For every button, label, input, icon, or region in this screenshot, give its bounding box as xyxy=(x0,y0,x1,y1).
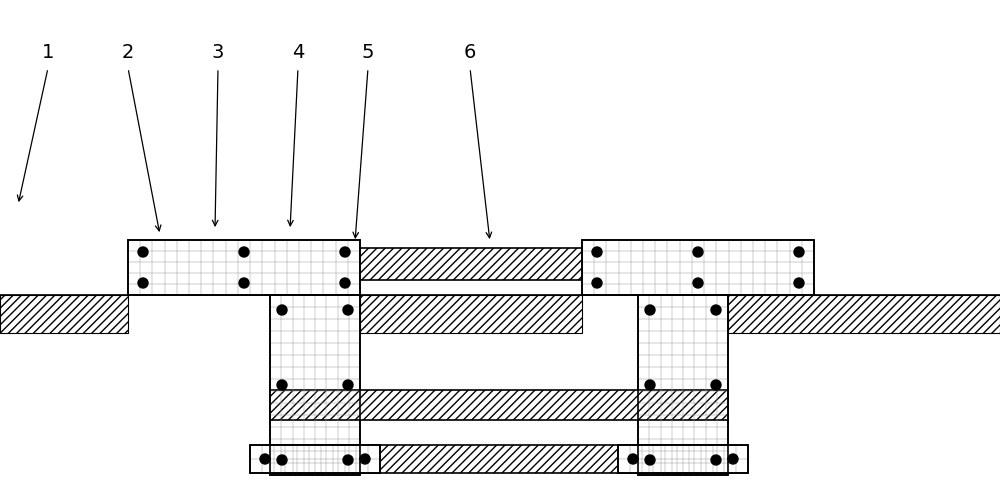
Circle shape xyxy=(628,454,638,464)
Circle shape xyxy=(592,247,602,257)
Bar xyxy=(250,445,380,473)
Bar xyxy=(250,445,380,473)
Bar xyxy=(128,240,360,295)
Bar xyxy=(270,445,728,473)
Bar xyxy=(270,295,360,475)
Circle shape xyxy=(645,455,655,465)
Circle shape xyxy=(711,455,721,465)
Circle shape xyxy=(360,454,370,464)
Text: 4: 4 xyxy=(292,42,304,61)
Circle shape xyxy=(711,305,721,315)
Circle shape xyxy=(794,247,804,257)
Bar xyxy=(270,390,728,420)
Bar xyxy=(360,248,582,280)
Text: 6: 6 xyxy=(464,42,476,61)
Circle shape xyxy=(343,455,353,465)
Circle shape xyxy=(138,278,148,288)
Text: 1: 1 xyxy=(42,42,54,61)
Bar xyxy=(582,240,814,295)
Circle shape xyxy=(794,278,804,288)
Bar xyxy=(582,240,814,295)
Circle shape xyxy=(260,454,270,464)
Circle shape xyxy=(728,454,738,464)
Circle shape xyxy=(693,278,703,288)
Text: 2: 2 xyxy=(122,42,134,61)
Bar xyxy=(618,445,748,473)
Text: 5: 5 xyxy=(362,42,374,61)
Circle shape xyxy=(138,247,148,257)
Circle shape xyxy=(277,305,287,315)
Circle shape xyxy=(277,455,287,465)
Circle shape xyxy=(340,278,350,288)
Bar xyxy=(638,295,728,475)
Text: 3: 3 xyxy=(212,42,224,61)
Circle shape xyxy=(645,305,655,315)
Circle shape xyxy=(239,247,249,257)
Bar xyxy=(0,295,128,333)
Circle shape xyxy=(645,380,655,390)
Bar xyxy=(128,240,360,295)
Circle shape xyxy=(693,247,703,257)
Circle shape xyxy=(340,247,350,257)
Bar xyxy=(270,295,360,475)
Bar xyxy=(618,445,748,473)
Bar xyxy=(638,295,728,475)
Circle shape xyxy=(239,278,249,288)
Circle shape xyxy=(277,380,287,390)
Circle shape xyxy=(343,305,353,315)
Bar xyxy=(360,295,582,333)
Circle shape xyxy=(592,278,602,288)
Circle shape xyxy=(343,380,353,390)
Circle shape xyxy=(711,380,721,390)
Bar xyxy=(728,295,1000,333)
